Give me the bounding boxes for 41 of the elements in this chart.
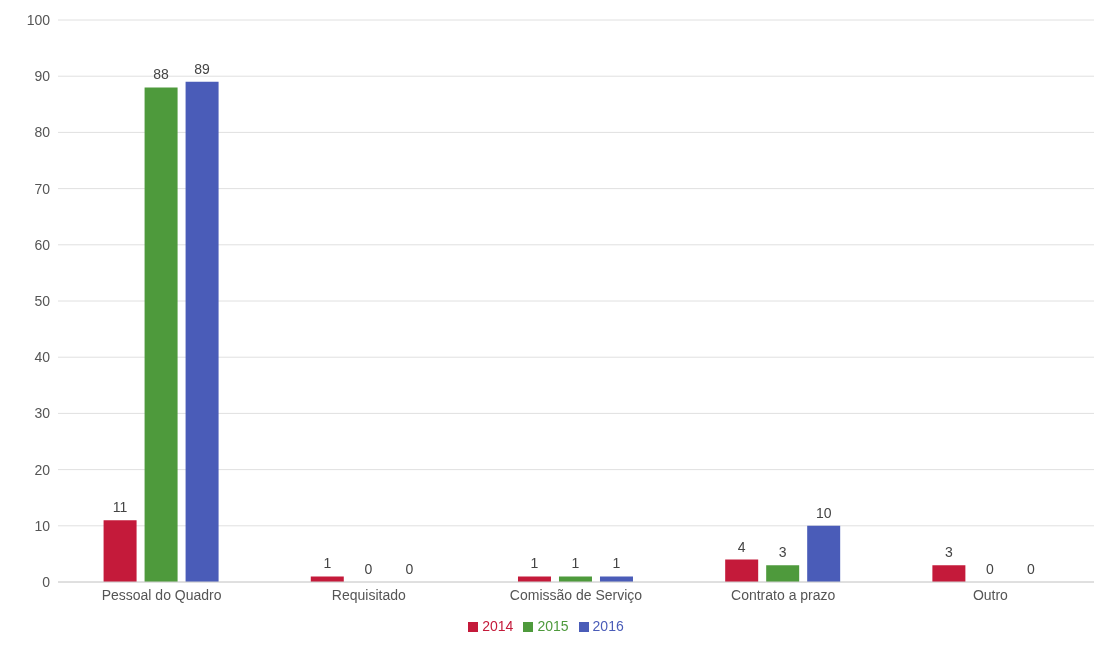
y-tick-label: 50 [34, 292, 51, 309]
data-label: 0 [405, 560, 414, 577]
y-tick-label: 10 [34, 517, 51, 534]
y-tick-label: 40 [34, 349, 51, 366]
x-tick-label: Requisitado [331, 586, 406, 603]
x-tick-label: Contrato a prazo [731, 586, 836, 603]
bar [144, 87, 178, 582]
data-label: 0 [985, 560, 994, 577]
y-tick-label: 0 [42, 573, 51, 590]
data-label: 1 [571, 555, 580, 572]
data-label: 1 [323, 555, 332, 572]
bar [725, 559, 759, 582]
data-label: 3 [944, 544, 953, 561]
bar [932, 565, 966, 582]
data-label: 3 [778, 544, 787, 561]
data-label: 10 [815, 504, 832, 521]
y-tick-label: 90 [34, 68, 51, 85]
x-tick-label: Outro [972, 586, 1009, 603]
y-tick-label: 100 [26, 11, 51, 28]
data-label: 1 [612, 555, 621, 572]
bar [185, 81, 219, 582]
y-tick-label: 70 [34, 180, 51, 197]
data-label: 4 [737, 538, 746, 555]
data-label: 88 [153, 66, 170, 83]
data-label: 0 [364, 560, 373, 577]
bar [766, 565, 800, 582]
legend-label: 2016 [592, 618, 624, 634]
legend-label: 2014 [482, 618, 514, 634]
legend-label: 2015 [537, 618, 569, 634]
data-label: 89 [194, 60, 211, 77]
x-tick-label: Pessoal do Quadro [101, 586, 222, 603]
y-tick-label: 20 [34, 461, 51, 478]
bar [807, 525, 841, 582]
data-label: 0 [1026, 560, 1035, 577]
y-tick-label: 60 [34, 236, 51, 253]
data-label: 1 [530, 555, 539, 572]
y-tick-label: 80 [34, 124, 51, 141]
bar [103, 520, 137, 582]
x-tick-label: Comissão de Serviço [509, 586, 643, 603]
y-tick-label: 30 [34, 405, 51, 422]
data-label: 11 [112, 499, 128, 516]
